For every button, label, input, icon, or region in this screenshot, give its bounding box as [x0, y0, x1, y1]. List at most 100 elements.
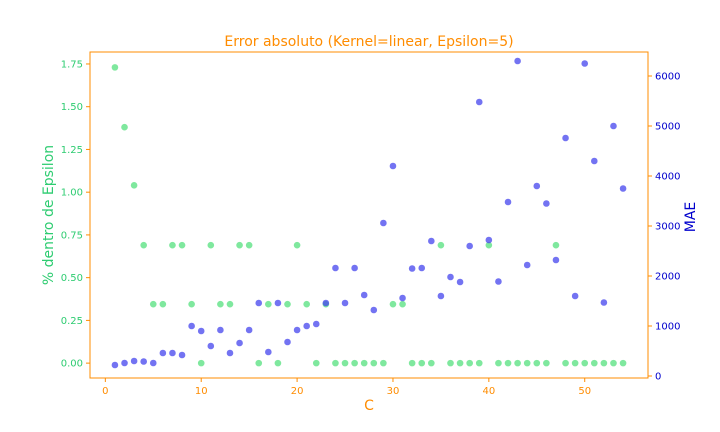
point-pct-within-epsilon: [399, 300, 406, 308]
point-pct-within-epsilon: [370, 359, 378, 367]
point-mae: [600, 299, 608, 306]
point-pct-within-epsilon: [293, 241, 301, 249]
x-tick-label: 40: [482, 386, 495, 397]
point-mae: [111, 361, 119, 369]
point-mae: [169, 349, 176, 357]
point-pct-within-epsilon: [226, 300, 234, 308]
point-mae: [360, 291, 368, 299]
left-y-tick-label: 0.50: [61, 273, 83, 284]
point-mae: [591, 157, 598, 165]
point-mae: [619, 185, 627, 192]
point-mae: [485, 236, 493, 244]
point-mae: [351, 264, 358, 272]
point-pct-within-epsilon: [610, 359, 617, 367]
point-mae: [447, 273, 454, 281]
point-mae: [399, 294, 406, 302]
point-mae: [389, 162, 397, 170]
point-pct-within-epsilon: [207, 241, 215, 249]
point-pct-within-epsilon: [533, 359, 541, 367]
point-pct-within-epsilon: [284, 300, 291, 308]
point-pct-within-epsilon: [255, 359, 263, 367]
plot-frame: [89, 51, 649, 379]
point-mae: [293, 326, 301, 334]
point-pct-within-epsilon: [169, 241, 176, 249]
point-pct-within-epsilon: [236, 241, 243, 249]
point-pct-within-epsilon: [178, 241, 186, 249]
x-tick-label: 50: [578, 386, 591, 397]
point-mae: [370, 306, 378, 314]
point-mae: [140, 358, 147, 365]
point-pct-within-epsilon: [514, 359, 521, 367]
right-axis-label: MAE: [683, 202, 699, 233]
point-mae: [581, 60, 589, 67]
point-mae: [523, 261, 531, 269]
right-y-tick-label: 0: [655, 372, 661, 383]
point-pct-within-epsilon: [581, 359, 589, 367]
point-pct-within-epsilon: [159, 300, 167, 308]
point-mae: [303, 322, 310, 330]
point-pct-within-epsilon: [217, 300, 224, 308]
point-pct-within-epsilon: [408, 359, 416, 367]
x-tick-label: 0: [102, 386, 108, 397]
point-pct-within-epsilon: [130, 182, 138, 189]
point-mae: [562, 134, 569, 142]
point-mae: [504, 198, 512, 206]
point-pct-within-epsilon: [188, 300, 195, 308]
left-y-tick-label: 1.50: [61, 102, 83, 113]
x-tick-label: 20: [291, 386, 304, 397]
point-pct-within-epsilon: [265, 300, 272, 308]
point-pct-within-epsilon: [543, 359, 550, 367]
point-mae: [552, 256, 560, 264]
point-mae: [437, 292, 445, 300]
point-mae: [159, 349, 167, 357]
point-pct-within-epsilon: [418, 359, 426, 367]
point-mae: [418, 264, 426, 272]
point-mae: [245, 326, 253, 334]
point-pct-within-epsilon: [341, 359, 349, 367]
point-pct-within-epsilon: [111, 64, 119, 71]
point-pct-within-epsilon: [475, 359, 483, 367]
point-mae: [571, 292, 579, 300]
point-mae: [322, 299, 330, 307]
point-pct-within-epsilon: [389, 300, 397, 308]
point-mae: [456, 278, 464, 286]
point-mae: [312, 320, 320, 328]
point-pct-within-epsilon: [495, 359, 502, 367]
point-pct-within-epsilon: [303, 300, 310, 308]
point-mae: [226, 349, 234, 357]
left-y-tick-label: 1.75: [61, 59, 83, 70]
point-pct-within-epsilon: [591, 359, 598, 367]
point-pct-within-epsilon: [428, 359, 435, 367]
point-mae: [610, 122, 617, 130]
point-pct-within-epsilon: [619, 359, 627, 367]
point-mae: [514, 57, 521, 65]
point-pct-within-epsilon: [437, 241, 445, 249]
right-y-tick-label: 4000: [655, 172, 680, 183]
point-mae: [380, 219, 387, 227]
point-pct-within-epsilon: [274, 359, 282, 367]
point-mae: [341, 299, 349, 307]
left-y-tick-label: 0.00: [61, 359, 83, 370]
point-mae: [149, 359, 157, 367]
point-pct-within-epsilon: [552, 241, 560, 249]
point-mae: [265, 348, 272, 356]
left-y-tick-label: 0.75: [61, 230, 83, 241]
point-mae: [284, 338, 291, 346]
point-pct-within-epsilon: [140, 241, 147, 249]
chart-title: Error absoluto (Kernel=linear, Epsilon=5…: [224, 34, 513, 50]
point-pct-within-epsilon: [360, 359, 368, 367]
point-mae: [466, 242, 473, 250]
x-tick-label: 10: [195, 386, 208, 397]
point-mae: [274, 299, 282, 307]
point-mae: [178, 351, 186, 359]
point-mae: [495, 278, 502, 285]
point-pct-within-epsilon: [504, 359, 512, 367]
point-pct-within-epsilon: [571, 359, 579, 367]
point-mae: [428, 237, 435, 245]
left-y-tick-label: 0.25: [61, 316, 83, 327]
x-axis-label: C: [364, 398, 374, 414]
left-y-tick-label: 1.00: [61, 188, 83, 199]
point-pct-within-epsilon: [245, 241, 253, 249]
point-pct-within-epsilon: [562, 359, 569, 367]
point-mae: [130, 357, 138, 365]
